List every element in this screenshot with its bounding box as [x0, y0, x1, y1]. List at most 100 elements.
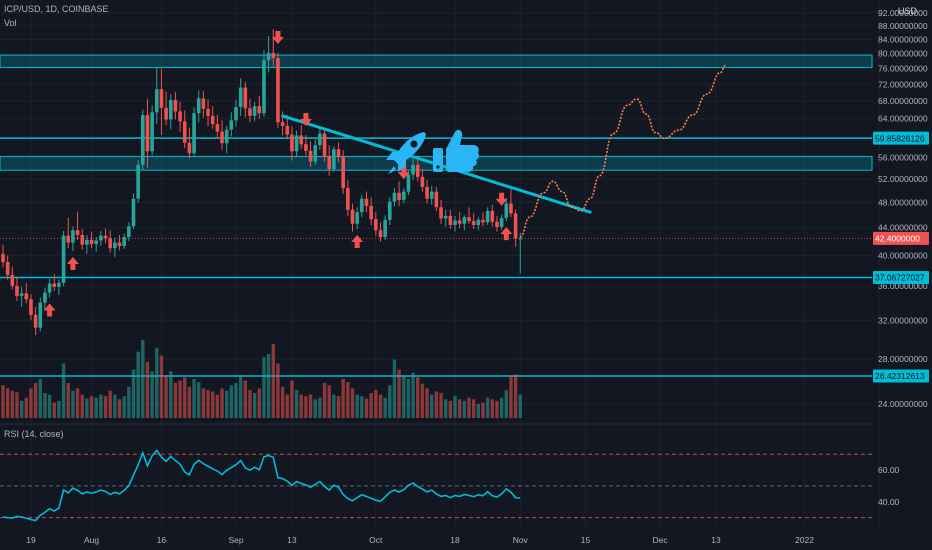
- volume-bar: [453, 396, 457, 418]
- candle-body: [518, 238, 523, 240]
- candle-body: [252, 106, 257, 116]
- volume-bar: [108, 390, 112, 418]
- candle-body: [75, 230, 80, 235]
- volume-bar: [318, 397, 322, 418]
- candle-body: [490, 210, 495, 222]
- candle-body: [429, 191, 434, 199]
- candle-body: [173, 100, 178, 112]
- level-price-tag-bg: [873, 271, 929, 285]
- rsi-axis-label: 60.00: [878, 465, 900, 475]
- candle: [85, 234, 89, 254]
- candle-body: [299, 135, 304, 145]
- price-axis-label: 92.00000000: [878, 8, 928, 18]
- candle-body: [80, 234, 85, 245]
- candle-body: [509, 203, 513, 214]
- candle-body: [178, 111, 182, 122]
- volume-bar: [47, 394, 52, 418]
- candle: [411, 158, 415, 181]
- candle: [448, 209, 453, 229]
- volume-bar: [192, 379, 196, 418]
- volume-bar: [178, 380, 182, 418]
- arrow-down-icon: [271, 30, 284, 44]
- candle-body: [94, 240, 98, 244]
- candle-body: [471, 221, 476, 225]
- candle-body: [499, 217, 504, 227]
- volume-bar: [187, 386, 192, 418]
- price-axis-label: 68.00000000: [878, 96, 928, 106]
- candle-body: [224, 129, 229, 144]
- arrow-down-shape: [299, 112, 312, 126]
- candle: [150, 105, 154, 156]
- volume-bar: [224, 390, 229, 418]
- candle: [439, 199, 443, 224]
- candle: [29, 294, 33, 321]
- time-axis-label: Sep: [228, 535, 243, 545]
- volume-bar: [10, 390, 15, 418]
- candle: [383, 215, 387, 240]
- candle-body: [443, 215, 448, 219]
- volume-bar: [360, 396, 364, 418]
- candle-body: [71, 230, 75, 243]
- volume-bar: [103, 396, 108, 418]
- arrow-down-shape: [397, 166, 410, 180]
- candle-body: [262, 60, 266, 114]
- candle: [355, 207, 359, 229]
- candle: [201, 90, 206, 118]
- candle: [490, 204, 495, 227]
- projection-path: [519, 64, 726, 238]
- candle-body: [38, 302, 43, 328]
- candle: [374, 212, 378, 236]
- candle: [238, 78, 243, 116]
- volume-bar: [61, 363, 66, 418]
- candle: [196, 90, 201, 123]
- candle: [481, 212, 485, 227]
- candle-body: [276, 58, 280, 123]
- candle-body: [43, 292, 47, 303]
- volume-bar: [374, 389, 378, 418]
- candle: [457, 212, 462, 229]
- candle: [378, 222, 383, 242]
- candle: [429, 185, 434, 205]
- candle-body: [85, 239, 89, 245]
- candle: [113, 237, 117, 257]
- volume-bar: [229, 385, 234, 418]
- candle: [178, 101, 182, 132]
- candle: [350, 203, 355, 232]
- candle: [369, 197, 373, 225]
- candle: [19, 286, 24, 307]
- candle: [313, 139, 318, 165]
- time-axis-label: 16: [157, 535, 167, 545]
- candle-body: [425, 186, 429, 199]
- candle: [336, 142, 341, 163]
- time-axis-label: 13: [711, 535, 721, 545]
- candle: [401, 188, 406, 204]
- volume-bar: [509, 375, 513, 418]
- candle-body: [5, 261, 10, 275]
- volume-bar: [332, 394, 336, 418]
- candle: [360, 195, 364, 218]
- candle-body: [448, 215, 453, 225]
- last-price-tag-bg: [873, 231, 929, 245]
- symbol-title: ICP/USD, 1D, COINBASE: [4, 4, 109, 14]
- currency-label[interactable]: USD: [898, 6, 918, 16]
- arrow-up-shape: [500, 227, 513, 241]
- volume-bar: [248, 389, 252, 418]
- candle: [99, 230, 103, 247]
- candle-body: [210, 115, 215, 125]
- candle: [168, 94, 173, 130]
- volume-bar: [369, 393, 373, 418]
- candle-body: [434, 191, 439, 208]
- candle-body: [182, 121, 187, 143]
- candle: [341, 150, 345, 194]
- price-axis-label: 56.00000000: [878, 152, 928, 162]
- volume-bar: [71, 390, 75, 418]
- candle-body: [243, 87, 248, 109]
- candle-body: [19, 293, 24, 296]
- candle: [182, 110, 187, 149]
- candle-body: [495, 221, 499, 227]
- volume-bar: [43, 393, 47, 418]
- candle: [47, 278, 52, 298]
- candle: [471, 213, 476, 229]
- candle: [499, 214, 504, 231]
- price-axis-label: 48.00000000: [878, 197, 928, 207]
